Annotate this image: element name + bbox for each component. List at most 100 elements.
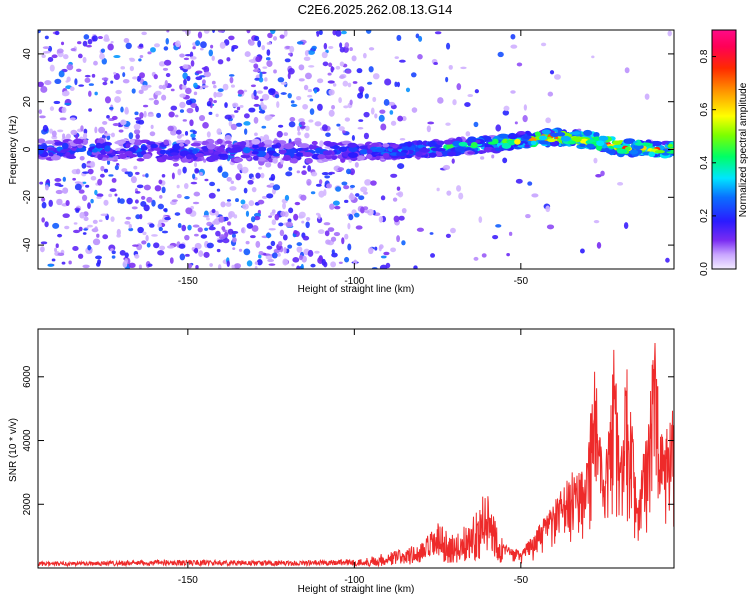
heatmap-cell bbox=[317, 103, 323, 111]
heatmap-cell bbox=[365, 30, 372, 34]
heatmap-cell bbox=[280, 82, 287, 85]
heatmap-ridge-cell bbox=[272, 152, 281, 157]
heatmap-ridge-cell bbox=[311, 140, 318, 146]
heatmap-cell bbox=[289, 45, 295, 53]
heatmap-cell bbox=[360, 186, 368, 193]
chart-title: C2E6.2025.262.08.13.G14 bbox=[297, 2, 453, 17]
heatmap-ridge-cell bbox=[76, 147, 87, 153]
heatmap-cell bbox=[319, 140, 324, 148]
heatmap-cell bbox=[200, 234, 208, 239]
heatmap-cell bbox=[82, 232, 87, 235]
heatmap-cell bbox=[111, 177, 117, 183]
heatmap-ridge-cell bbox=[547, 138, 556, 143]
heatmap-cell bbox=[246, 260, 253, 267]
heatmap-cell bbox=[164, 216, 171, 221]
heatmap-ridge-cell bbox=[41, 144, 48, 150]
heatmap-ridge-cell bbox=[382, 152, 390, 159]
top-y-axis-label: Frequency (Hz) bbox=[8, 116, 19, 185]
heatmap-cell bbox=[258, 250, 264, 256]
heatmap-ridge-cell bbox=[272, 157, 278, 164]
heatmap-cell bbox=[231, 230, 239, 234]
heatmap-cell bbox=[38, 30, 41, 34]
heatmap-cell bbox=[344, 199, 349, 204]
heatmap-cell bbox=[55, 189, 63, 195]
heatmap-cell bbox=[233, 110, 239, 113]
heatmap-cell bbox=[212, 30, 216, 33]
heatmap-cell bbox=[300, 263, 304, 269]
heatmap-cell bbox=[98, 219, 103, 223]
heatmap-cell bbox=[355, 225, 363, 230]
heatmap-cell bbox=[547, 91, 554, 97]
heatmap-ridge-cell bbox=[211, 154, 220, 161]
heatmap-cell bbox=[154, 90, 162, 96]
heatmap-cell bbox=[322, 61, 329, 67]
heatmap-cell bbox=[283, 132, 289, 136]
heatmap-cell bbox=[186, 107, 194, 114]
heatmap-cell bbox=[195, 40, 201, 46]
heatmap-cell bbox=[66, 63, 74, 71]
heatmap-cell bbox=[348, 214, 354, 221]
heatmap-ridge-cell bbox=[253, 155, 259, 161]
heatmap-cell bbox=[308, 65, 315, 68]
heatmap-cell bbox=[401, 207, 407, 214]
heatmap-cell bbox=[398, 215, 405, 221]
heatmap-cell bbox=[254, 132, 258, 136]
heatmap-cell bbox=[183, 183, 189, 190]
heatmap-cell bbox=[352, 81, 358, 84]
heatmap-ridge-cell bbox=[240, 154, 251, 159]
heatmap-cell bbox=[206, 101, 212, 107]
heatmap-cell bbox=[83, 34, 90, 40]
heatmap-ridge-cell bbox=[569, 131, 581, 135]
heatmap-cell bbox=[131, 88, 136, 94]
heatmap-cell bbox=[383, 99, 390, 106]
heatmap-cell bbox=[116, 163, 120, 166]
heatmap-cell bbox=[328, 62, 333, 68]
bottom-y-tick-label: 6000 bbox=[22, 365, 33, 388]
heatmap-cell bbox=[272, 36, 278, 41]
heatmap-cell bbox=[411, 107, 418, 113]
heatmap-cell bbox=[101, 58, 107, 65]
heatmap-cell bbox=[465, 131, 471, 137]
heatmap-cell bbox=[644, 93, 650, 100]
heatmap-cell bbox=[209, 263, 213, 267]
heatmap-cell bbox=[198, 250, 204, 258]
colorbar-label: Normalized spectral amplitude bbox=[738, 82, 749, 217]
heatmap-cell bbox=[78, 226, 83, 232]
colorbar-tick-label: 0.4 bbox=[699, 155, 710, 169]
heatmap-cell bbox=[314, 121, 322, 127]
heatmap-cell bbox=[125, 42, 132, 50]
heatmap-cell bbox=[83, 228, 88, 231]
heatmap-cell bbox=[209, 181, 216, 187]
heatmap-cell bbox=[405, 87, 411, 93]
heatmap-cell bbox=[325, 132, 331, 137]
heatmap-cell bbox=[243, 248, 251, 256]
heatmap-cell bbox=[305, 125, 310, 131]
heatmap-cell bbox=[304, 132, 310, 139]
heatmap-ridge-cell bbox=[612, 144, 624, 149]
heatmap-cell bbox=[135, 214, 141, 220]
heatmap-cell bbox=[224, 114, 232, 120]
heatmap-cell bbox=[75, 168, 81, 175]
heatmap-ridge-cell bbox=[153, 147, 162, 151]
heatmap-cell bbox=[62, 176, 66, 182]
heatmap-cell bbox=[42, 51, 49, 54]
heatmap-cell bbox=[351, 134, 355, 141]
heatmap-ridge-cell bbox=[382, 143, 390, 148]
heatmap-cell bbox=[113, 71, 117, 75]
heatmap-ridge-cell bbox=[652, 140, 663, 147]
heatmap-cell bbox=[163, 46, 169, 51]
heatmap-cell bbox=[216, 128, 222, 135]
heatmap-cell bbox=[415, 33, 420, 39]
heatmap-ridge-cell bbox=[295, 152, 302, 157]
heatmap-cell bbox=[49, 128, 53, 134]
heatmap-cell bbox=[111, 115, 118, 121]
heatmap-cell bbox=[94, 91, 98, 96]
heatmap-cell bbox=[258, 254, 262, 259]
heatmap-cell bbox=[546, 224, 555, 230]
heatmap-cell bbox=[303, 84, 309, 91]
heatmap-cell bbox=[331, 105, 336, 110]
heatmap-cell bbox=[168, 111, 175, 118]
heatmap-cell bbox=[277, 124, 284, 128]
heatmap-cell bbox=[297, 131, 301, 136]
heatmap-cell bbox=[261, 125, 267, 129]
